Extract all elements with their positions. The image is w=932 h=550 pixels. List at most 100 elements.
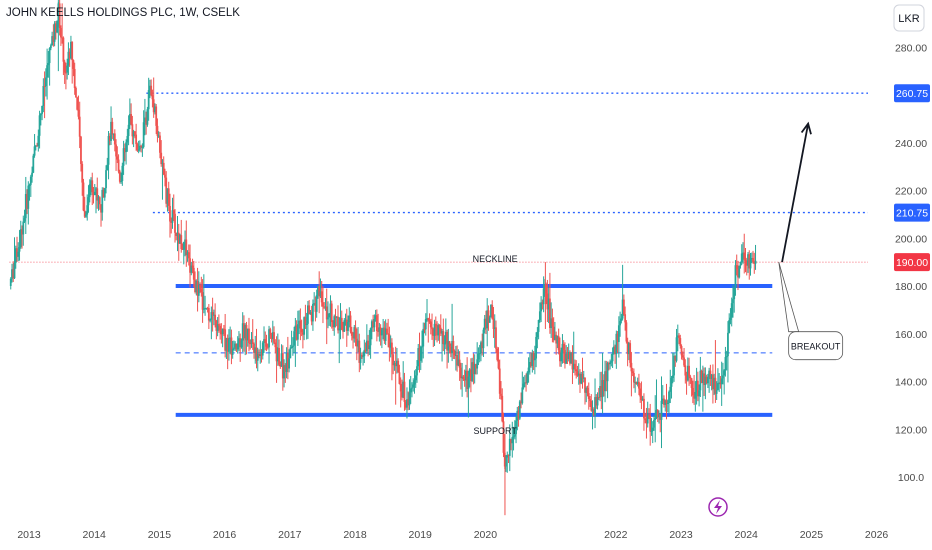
- time-axis-tick-11: 2025: [800, 529, 824, 541]
- candle-body-106: [142, 122, 145, 147]
- candle-body-324: [416, 366, 418, 376]
- candle-body-51: [73, 68, 76, 89]
- candle-body-96: [130, 114, 133, 125]
- candle-body-156: [205, 307, 208, 309]
- candle-body-125: [166, 188, 169, 204]
- candle-body-573: [728, 319, 731, 333]
- chart-title: JOHN KEELLS HOLDINGS PLC, 1W, CSELK: [6, 7, 240, 19]
- candle-body-149: [196, 280, 199, 296]
- candle-body-464: [591, 409, 594, 411]
- candle-body-287: [369, 328, 372, 346]
- candle-body-577: [733, 287, 736, 300]
- candle-body-452: [576, 371, 579, 376]
- candle-body-53: [76, 97, 79, 110]
- candle-body-142: [187, 252, 190, 259]
- candle-body-79: [108, 136, 111, 141]
- candle-body-89: [121, 165, 124, 182]
- candle-body-43: [63, 61, 66, 73]
- candle-body-321: [412, 384, 415, 388]
- candle-body-135: [179, 235, 181, 244]
- candle-body-553: [703, 373, 706, 386]
- candle-body-95: [128, 114, 131, 125]
- candle-body-570: [724, 357, 727, 371]
- candle-body-265: [342, 329, 344, 332]
- candle-body-487: [620, 318, 623, 322]
- candle-body-560: [711, 374, 714, 390]
- candle-body-233: [301, 332, 304, 335]
- candle-body-426: [543, 285, 546, 289]
- candle-body-1: [11, 269, 13, 279]
- candle-body-484: [616, 333, 619, 342]
- candle-body-28: [44, 77, 47, 87]
- candle-body-420: [536, 331, 539, 337]
- candle-body-232: [300, 328, 303, 333]
- price-axis-tick-11: 100.0: [898, 472, 924, 484]
- candle-body-446: [569, 351, 571, 364]
- candle-body-294: [378, 327, 381, 332]
- price-axis[interactable]: 280.00 260.75 240.00 220.00 210.75 200.00 190.…: [894, 42, 930, 484]
- candle-body-422: [538, 311, 541, 320]
- price-axis-label-4: 210.75: [896, 208, 928, 220]
- candle-body-350: [448, 341, 451, 347]
- candle-body-549: [698, 390, 701, 397]
- annotation-breakout: BREAKOUT: [791, 342, 841, 352]
- candle-body-212: [275, 347, 278, 362]
- candle-body-114: [152, 99, 155, 113]
- candle-body-267: [344, 319, 347, 321]
- candle-body-572: [727, 332, 729, 357]
- currency-button[interactable]: LKR: [893, 4, 925, 32]
- time-axis[interactable]: 2013 2014 2015 2016 2017 2018 2019 2020 2022 2023…: [17, 529, 888, 541]
- candle-body-468: [596, 397, 599, 406]
- candle-body-565: [718, 382, 721, 384]
- candle-body-576: [732, 299, 734, 304]
- candle-body-359: [459, 367, 462, 379]
- candle-body-404: [516, 410, 519, 421]
- candle-body-341: [437, 325, 440, 336]
- candle-body-141: [186, 252, 189, 256]
- candle-body-299: [384, 328, 387, 341]
- candle-body-25: [41, 105, 43, 114]
- candle-body-488: [621, 299, 624, 319]
- candle-body-167: [219, 325, 222, 331]
- candle-body-211: [274, 342, 277, 348]
- candle-body-240: [310, 312, 313, 322]
- candle-body-222: [288, 358, 290, 369]
- candle-body-563: [715, 390, 718, 394]
- candle-body-476: [606, 363, 609, 382]
- candle-body-412: [526, 372, 529, 384]
- candle-body-326: [418, 348, 421, 361]
- candle-body-535: [680, 346, 683, 356]
- candle-body-273: [352, 335, 354, 339]
- candle-body-354: [453, 350, 456, 356]
- candle-body-451: [575, 369, 578, 372]
- candle-body-489: [622, 299, 625, 315]
- candle-body-9: [21, 229, 23, 235]
- candle-body-541: [688, 365, 690, 377]
- candle-body-479: [610, 361, 613, 363]
- candle-body-253: [327, 317, 329, 320]
- candle-body-551: [700, 370, 703, 383]
- candle-body-247: [319, 291, 322, 297]
- candle-body-344: [441, 331, 443, 334]
- candle-body-303: [389, 342, 392, 348]
- candle-body-546: [694, 391, 697, 399]
- candle-body-525: [668, 391, 670, 404]
- candle-body-309: [397, 360, 400, 373]
- tradingview-bolt-icon[interactable]: [708, 497, 728, 517]
- candle-body-225: [291, 345, 294, 348]
- candle-body-327: [419, 346, 422, 361]
- candle-body-47: [68, 51, 71, 59]
- candle-body-455: [580, 373, 583, 384]
- candle-body-585: [743, 252, 746, 260]
- candle-body-542: [689, 376, 692, 379]
- candle-body-40: [59, 28, 62, 38]
- candle-body-277: [357, 340, 359, 347]
- price-axis-tick-9: 140.00: [895, 377, 927, 389]
- candle-body-376: [481, 342, 484, 349]
- candle-body-131: [174, 213, 176, 233]
- candle-body-231: [299, 320, 302, 329]
- candle-body-205: [266, 346, 269, 348]
- candle-body-431: [550, 318, 553, 328]
- price-axis-tick-8: 160.00: [895, 329, 927, 341]
